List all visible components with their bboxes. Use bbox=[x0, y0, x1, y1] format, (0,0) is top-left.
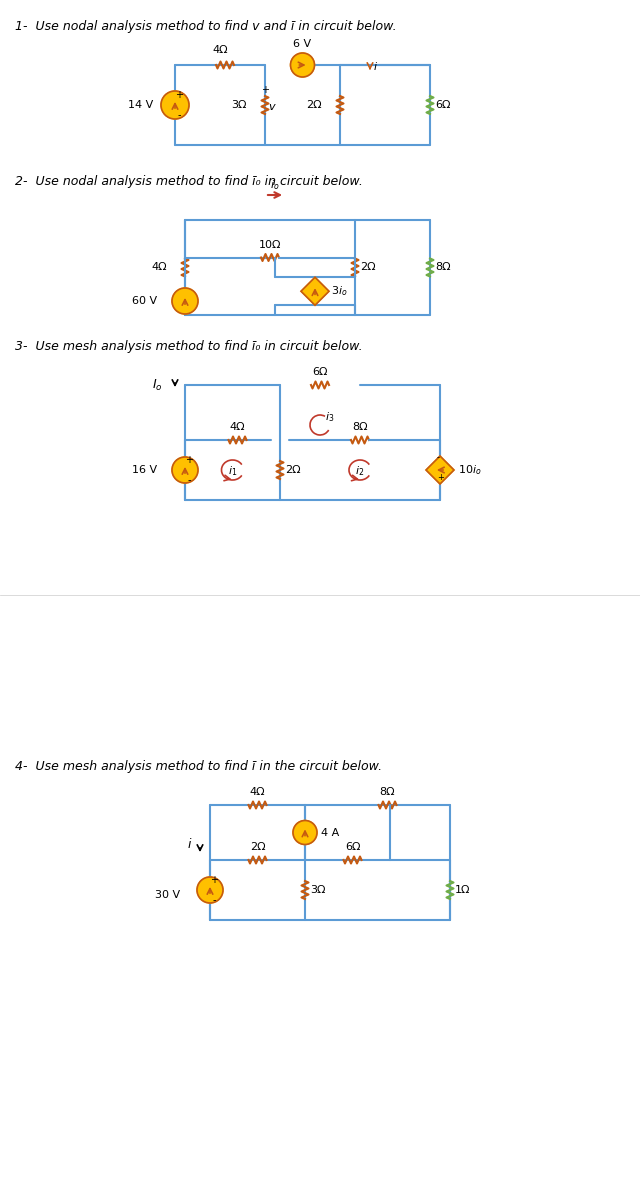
Polygon shape bbox=[301, 277, 329, 305]
Text: 60 V: 60 V bbox=[132, 296, 157, 306]
Text: 4Ω: 4Ω bbox=[152, 263, 167, 272]
Text: +: + bbox=[185, 455, 193, 464]
Text: v: v bbox=[268, 102, 275, 112]
Text: +: + bbox=[210, 875, 218, 886]
Text: $i_1$: $i_1$ bbox=[228, 464, 237, 478]
Text: $i_3$: $i_3$ bbox=[325, 410, 334, 424]
Text: 4Ω: 4Ω bbox=[250, 787, 266, 797]
Text: $10i_o$: $10i_o$ bbox=[458, 463, 482, 476]
Text: 2Ω: 2Ω bbox=[250, 842, 266, 852]
Text: 8Ω: 8Ω bbox=[380, 787, 396, 797]
Text: 4-  Use mesh analysis method to find ī in the circuit below.: 4- Use mesh analysis method to find ī in… bbox=[15, 760, 382, 773]
Text: +: + bbox=[261, 85, 269, 95]
Circle shape bbox=[197, 877, 223, 902]
Text: 2Ω: 2Ω bbox=[360, 263, 376, 272]
Text: -: - bbox=[437, 452, 440, 462]
Circle shape bbox=[172, 457, 198, 482]
Text: -: - bbox=[212, 895, 216, 905]
Text: 30 V: 30 V bbox=[155, 890, 180, 900]
Text: 6 V: 6 V bbox=[293, 38, 312, 49]
Circle shape bbox=[172, 288, 198, 314]
Text: 4 A: 4 A bbox=[321, 828, 339, 838]
Text: $i_o$: $i_o$ bbox=[270, 178, 280, 192]
Polygon shape bbox=[426, 456, 454, 484]
Text: $I_o$: $I_o$ bbox=[152, 378, 163, 392]
Text: 8Ω: 8Ω bbox=[352, 422, 368, 432]
Text: 6Ω: 6Ω bbox=[345, 842, 360, 852]
Text: -: - bbox=[177, 110, 180, 120]
Text: 1Ω: 1Ω bbox=[455, 886, 470, 895]
Text: -: - bbox=[188, 475, 191, 485]
Circle shape bbox=[293, 821, 317, 845]
Text: 14 V: 14 V bbox=[128, 100, 153, 110]
Text: 2-  Use nodal analysis method to find ī₀ in circuit below.: 2- Use nodal analysis method to find ī₀ … bbox=[15, 175, 363, 188]
Text: 4Ω: 4Ω bbox=[212, 44, 228, 55]
Text: i: i bbox=[374, 62, 377, 72]
Text: 6Ω: 6Ω bbox=[312, 367, 328, 377]
Text: $3i_o$: $3i_o$ bbox=[331, 284, 348, 298]
Circle shape bbox=[161, 91, 189, 119]
Text: $i_2$: $i_2$ bbox=[355, 464, 365, 478]
Text: 3Ω: 3Ω bbox=[232, 100, 247, 110]
Text: 8Ω: 8Ω bbox=[435, 263, 451, 272]
Text: 1-  Use nodal analysis method to find v and ī in circuit below.: 1- Use nodal analysis method to find v a… bbox=[15, 20, 397, 32]
Text: 3Ω: 3Ω bbox=[310, 886, 326, 895]
Text: 2Ω: 2Ω bbox=[307, 100, 322, 110]
Text: +: + bbox=[437, 473, 444, 482]
Text: +: + bbox=[175, 90, 183, 100]
Text: 16 V: 16 V bbox=[132, 464, 157, 475]
Text: 3-  Use mesh analysis method to find ī₀ in circuit below.: 3- Use mesh analysis method to find ī₀ i… bbox=[15, 340, 363, 353]
Text: i: i bbox=[188, 838, 191, 851]
Circle shape bbox=[291, 53, 314, 77]
Text: 2Ω: 2Ω bbox=[285, 464, 301, 475]
Text: 10Ω: 10Ω bbox=[259, 240, 281, 250]
Text: 4Ω: 4Ω bbox=[230, 422, 245, 432]
Text: 6Ω: 6Ω bbox=[435, 100, 451, 110]
